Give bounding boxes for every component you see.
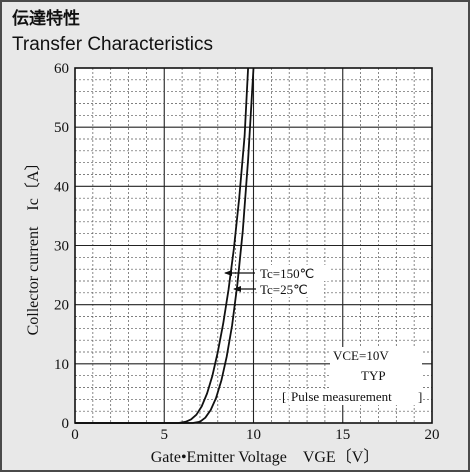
x-tick-label: 20 (425, 427, 440, 443)
tc25-label-bg (258, 281, 324, 297)
y-tick-label: 40 (54, 179, 69, 195)
x-tick-label: 10 (246, 427, 261, 443)
pulse-label: Pulse measurement (291, 389, 392, 404)
y-tick-label: 20 (54, 298, 69, 314)
series-line-tc150 (75, 67, 249, 424)
plot-border (74, 67, 433, 424)
x-tick-label: 5 (161, 427, 169, 443)
y-tick-label: 50 (54, 120, 69, 136)
y-tick-label: 0 (62, 416, 70, 432)
series-group (75, 67, 255, 424)
annotation-tc25: Tc=25℃ (233, 281, 324, 297)
bracket-close: ] (418, 389, 422, 404)
chart-title-jp: 伝達特性 (12, 9, 80, 29)
tc150-arrowhead (224, 270, 232, 276)
tc25-label: Tc=25℃ (260, 282, 308, 297)
tick-labels: 0 5 10 15 20 0 10 20 30 40 50 60 (54, 61, 440, 443)
x-tick-label: 0 (71, 427, 79, 443)
pulse-label-bg (289, 389, 418, 405)
chart-title-en: Transfer Characteristics (12, 34, 213, 55)
measurement-conditions: VCE=10V TYP [ Pulse measurement ] (282, 347, 422, 405)
series-line-tc25 (75, 67, 255, 424)
y-tick-label: 60 (54, 61, 69, 77)
y-tick-label: 30 (54, 239, 69, 255)
tc150-label-bg (257, 265, 329, 281)
bracket-open: [ (282, 389, 286, 404)
x-axis-label: Gate•Emitter Voltage VGE〔V〕 (151, 448, 380, 466)
tc150-label: Tc=150℃ (260, 266, 314, 281)
y-tick-label: 10 (54, 357, 69, 373)
y-axis-label: Collector current Ic〔A〕 (24, 155, 42, 336)
typ-label: TYP (361, 368, 386, 383)
x-tick-label: 15 (335, 427, 350, 443)
annotation-tc150: Tc=150℃ (224, 265, 329, 281)
tc25-arrowhead (233, 286, 241, 292)
vce-condition: VCE=10V (333, 348, 389, 363)
